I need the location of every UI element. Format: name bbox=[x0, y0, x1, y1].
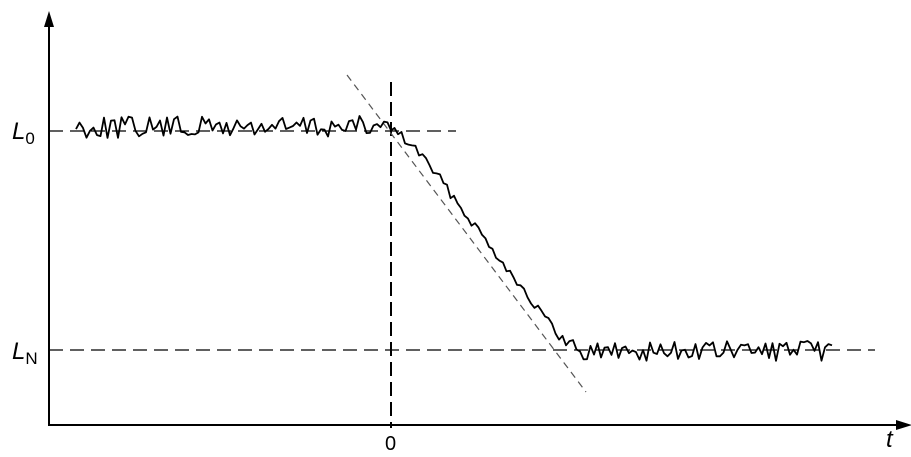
origin-tick-label: 0 bbox=[385, 433, 396, 455]
upper-level-label-main: L bbox=[12, 118, 25, 145]
x-axis-arrowhead bbox=[896, 420, 911, 430]
signal-trace bbox=[75, 115, 833, 362]
upper-level-label-sub: 0 bbox=[25, 129, 34, 148]
lower-level-label-main: L bbox=[12, 338, 25, 365]
lower-level-label-sub: N bbox=[25, 349, 37, 368]
y-axis-arrowhead bbox=[44, 11, 54, 27]
upper-level-label: L0 bbox=[12, 118, 35, 148]
tangent-line bbox=[346, 74, 587, 393]
x-axis-label: t bbox=[886, 426, 894, 453]
lower-level-label: LN bbox=[12, 338, 38, 368]
